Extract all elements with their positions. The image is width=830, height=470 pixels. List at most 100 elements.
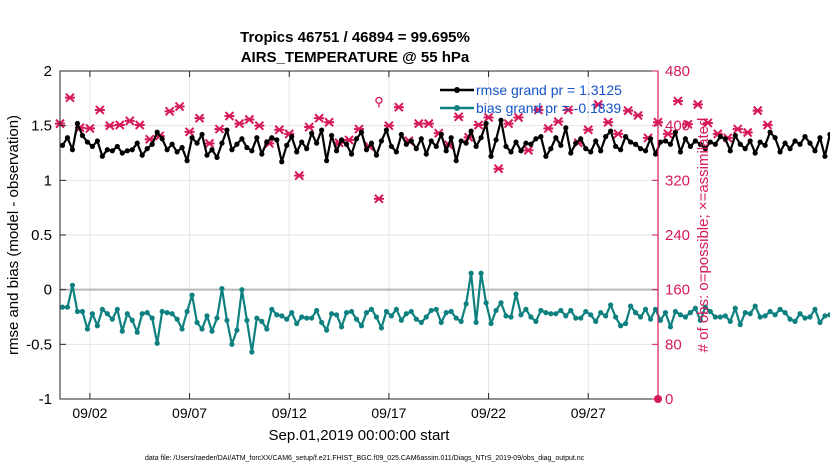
obs-assimilated-marker <box>762 120 773 130</box>
x-tick-label: 09/27 <box>571 405 606 421</box>
bias-point <box>184 308 190 315</box>
rmse-point <box>219 140 225 146</box>
bias-point <box>194 319 200 326</box>
rmse-point <box>324 158 330 164</box>
obs-assimilated-marker <box>94 105 105 115</box>
rmse-point <box>89 143 95 150</box>
rmse-point <box>637 146 644 152</box>
bias-point <box>488 320 494 327</box>
y-tick-label-left: -0.5 <box>26 336 52 353</box>
bias-point <box>274 312 280 318</box>
bias-point <box>762 313 768 319</box>
bias-point <box>64 304 71 310</box>
bias-point <box>94 323 100 329</box>
rmse-point <box>194 140 200 146</box>
rmse-point <box>134 140 140 146</box>
chart-title-line2: AIRS_TEMPERATURE @ 55 hPa <box>241 49 470 66</box>
bias-point <box>543 310 549 316</box>
obs-assimilated-marker <box>104 120 115 131</box>
bias-point <box>493 307 499 314</box>
bias-point <box>234 327 240 333</box>
rmse-point <box>712 141 718 147</box>
x-tick-label: 09/17 <box>371 405 406 421</box>
rmse-point <box>428 138 434 144</box>
y-tick-label-left: 1.5 <box>31 118 52 135</box>
bias-point <box>468 270 474 276</box>
rmse-point <box>513 139 519 145</box>
rmse-point <box>149 141 155 147</box>
rmse-point <box>652 151 659 157</box>
rmse-point <box>164 147 170 153</box>
obs-assimilated-marker <box>682 119 693 130</box>
rmse-point <box>333 148 340 154</box>
bias-point <box>737 322 743 328</box>
bias-point <box>383 308 390 315</box>
legend-bias-marker <box>454 105 460 111</box>
rmse-point <box>408 138 414 144</box>
bias-point <box>523 306 529 312</box>
rmse-point <box>284 142 290 148</box>
rmse-point <box>234 141 240 147</box>
bias-point <box>398 317 404 323</box>
rmse-point <box>672 129 679 135</box>
bias-point <box>692 305 698 311</box>
bias-point <box>533 318 539 324</box>
bias-point <box>608 302 614 308</box>
bias-point <box>752 303 758 309</box>
obs-assimilated-marker <box>393 102 404 112</box>
y-tick-label-left: -1 <box>39 391 52 408</box>
rmse-point <box>742 146 748 152</box>
bias-point <box>119 328 125 334</box>
rmse-point <box>533 136 539 142</box>
rmse-point <box>752 150 758 156</box>
obs-assimilated-marker <box>523 145 534 155</box>
obs-assimilated-marker <box>623 105 634 116</box>
rmse-point <box>289 134 295 140</box>
rmse-point <box>129 147 135 153</box>
bias-point <box>124 311 130 317</box>
rmse-point <box>154 129 160 135</box>
bias-point <box>239 287 245 293</box>
y-tick-label-right: 400 <box>665 118 690 135</box>
rmse-point <box>418 136 424 142</box>
bias-point <box>304 315 310 321</box>
obs-assimilated-marker <box>613 129 624 139</box>
bias-point <box>568 307 574 314</box>
rmse-point <box>722 136 728 142</box>
bias-point <box>114 306 120 312</box>
bias-point <box>483 300 489 306</box>
bias-point <box>742 310 748 316</box>
rmse-point <box>578 136 584 142</box>
rmse-point <box>343 141 350 147</box>
rmse-point <box>309 130 315 136</box>
rmse-point <box>687 143 693 150</box>
obs-assimilated-marker <box>702 118 713 128</box>
rmse-point <box>294 149 300 155</box>
obs-assimilated-marker <box>304 122 315 132</box>
rmse-point <box>593 138 599 144</box>
x-tick-label: 09/22 <box>471 405 506 421</box>
bias-point <box>189 292 195 298</box>
bias-point <box>309 315 315 321</box>
rmse-point <box>189 135 195 141</box>
bias-point <box>154 340 160 346</box>
bias-point <box>772 312 778 318</box>
bias-point <box>777 306 783 312</box>
rmse-point <box>179 144 185 151</box>
obs-assimilated-marker <box>184 127 195 137</box>
rmse-point <box>104 147 110 153</box>
rmse-point <box>159 136 165 142</box>
obs-assimilated-marker <box>583 125 594 135</box>
obs-assimilated-marker <box>423 118 434 129</box>
rmse-point <box>214 154 220 160</box>
bias-point <box>513 291 519 297</box>
rmse-point <box>613 143 619 150</box>
rmse-point <box>363 147 370 153</box>
legend-rmse-marker <box>454 87 460 93</box>
bias-point <box>264 326 270 332</box>
bias-point <box>338 324 345 330</box>
obs-assimilated-marker <box>314 113 325 123</box>
rmse-point <box>757 139 763 145</box>
bias-point <box>324 327 330 333</box>
bias-point <box>269 306 275 312</box>
